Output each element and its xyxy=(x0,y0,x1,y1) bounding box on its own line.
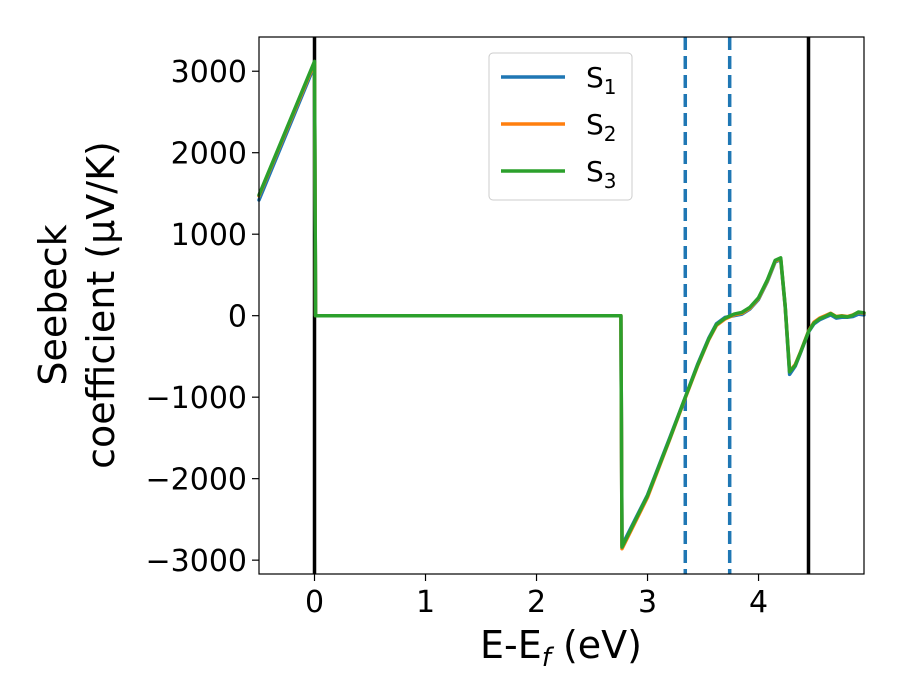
plot-frame xyxy=(258,36,865,575)
y-tick-label: 2000 xyxy=(171,137,247,172)
series-line-s3 xyxy=(257,59,866,549)
x-tick-label: 1 xyxy=(416,585,435,620)
x-tick-label: 4 xyxy=(749,585,768,620)
y-tick-label: 1000 xyxy=(171,218,247,253)
legend-box xyxy=(488,52,633,201)
x-tick-label: 2 xyxy=(527,585,546,620)
y-tick-label: 0 xyxy=(228,300,247,335)
y-tick-label: −3000 xyxy=(146,544,247,579)
legend-label-s2: S2 xyxy=(586,108,617,146)
y-axis-label-line2: coefficient (μV/K) xyxy=(79,141,123,469)
y-axis-label-line1: Seebeck xyxy=(31,224,75,385)
y-tick-label: −1000 xyxy=(146,381,247,416)
y-axis-ticks: 3000 2000 1000 0 −1000 −2000 −3000 xyxy=(146,55,259,579)
x-tick-label: 0 xyxy=(305,585,324,620)
legend-label-s3: S3 xyxy=(586,155,617,193)
x-tick-label: 3 xyxy=(638,585,657,620)
legend: S1 S2 S3 xyxy=(488,52,633,201)
data-series xyxy=(257,59,866,551)
y-tick-label: 3000 xyxy=(171,55,247,90)
x-axis-ticks: 0 1 2 3 4 xyxy=(305,574,768,620)
legend-label-s1: S1 xyxy=(586,61,617,99)
x-axis-label: E-Ef (eV) xyxy=(480,623,642,673)
y-tick-label: −2000 xyxy=(146,463,247,498)
